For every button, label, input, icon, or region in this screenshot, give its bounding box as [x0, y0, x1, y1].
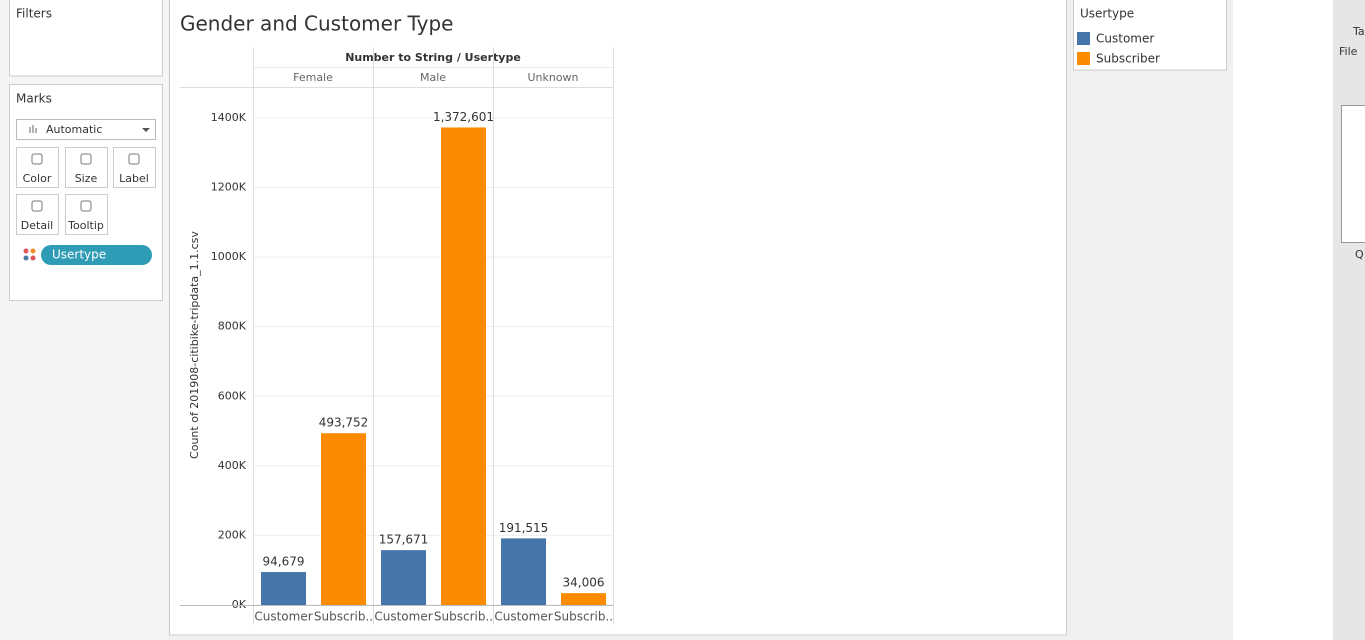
value-label: 493,752 [319, 416, 369, 430]
dropdown-arrow [142, 128, 150, 132]
legend-title: Usertype [1080, 7, 1134, 21]
pill-icon [23, 248, 29, 254]
value-label: 1,372,601 [433, 110, 494, 124]
chart-title: Gender and Customer Type [180, 12, 454, 36]
mark-type-dropdown[interactable] [16, 119, 156, 140]
value-label: 34,006 [563, 576, 605, 590]
filters-title: Filters [16, 7, 52, 21]
bar-icon [29, 125, 37, 133]
marks-card [9, 84, 163, 301]
value-label: 157,671 [379, 533, 429, 547]
button-icon [80, 200, 92, 212]
filters-card[interactable] [9, 0, 163, 77]
thumbnail [1341, 105, 1365, 243]
x-tick-label: Customer [374, 610, 432, 624]
y-tick-label: 1200K [211, 181, 247, 194]
other-window [1333, 0, 1365, 640]
facet-label: Male [420, 71, 446, 84]
y-tick-label: 400K [218, 459, 247, 472]
x-tick-label: Subscrib.. [314, 610, 373, 624]
y-tick-label: 800K [218, 320, 247, 333]
mark-button-label: Size [75, 172, 98, 185]
other-window-label: Q [1355, 248, 1364, 261]
gap [1233, 0, 1333, 640]
pill-icon [23, 255, 29, 261]
legend-label: Customer [1096, 32, 1154, 46]
bar [381, 550, 426, 605]
x-tick-label: Customer [494, 610, 552, 624]
facet-title: Number to String / Usertype [345, 51, 521, 64]
other-window-title: Ta [1352, 25, 1365, 38]
other-window-menu: File [1339, 45, 1358, 58]
bar [441, 127, 486, 605]
bar [501, 538, 546, 605]
x-tick-label: Customer [254, 610, 312, 624]
pill-icon [30, 248, 36, 254]
x-tick-label: Subscrib.. [434, 610, 493, 624]
x-tick-label: Subscrib.. [554, 610, 613, 624]
bar [261, 572, 306, 605]
mark-button-label: Color [23, 172, 52, 185]
value-label: 94,679 [263, 555, 305, 569]
legend-swatch[interactable] [1077, 32, 1090, 45]
pill-label: Usertype [52, 248, 106, 262]
button-icon [128, 153, 140, 165]
pill-icon [30, 255, 36, 261]
mark-button-label: Detail [21, 219, 53, 232]
button-icon [31, 200, 43, 212]
legend-label: Subscriber [1096, 52, 1160, 66]
mark-button-label: Tooltip [67, 219, 104, 232]
facet-label: Female [293, 71, 333, 84]
button-icon [80, 153, 92, 165]
legend-card [1073, 0, 1227, 71]
mark-button[interactable] [16, 147, 59, 188]
facet-label: Unknown [527, 71, 578, 84]
bar [321, 433, 366, 605]
legend-swatch[interactable] [1077, 52, 1090, 65]
usertype-pill[interactable] [41, 245, 152, 265]
y-tick-label: 1400K [211, 111, 247, 124]
button-icon [31, 153, 43, 165]
value-label: 191,515 [499, 521, 549, 535]
sheet [169, 0, 1067, 636]
marks-title: Marks [16, 92, 52, 106]
y-tick-label: 1000K [211, 250, 247, 263]
y-axis-title: Count of 201908-citibike-tripdata_1.1.cs… [188, 231, 201, 459]
y-tick-label: 0K [232, 598, 247, 611]
mark-type: Automatic [46, 123, 102, 136]
mark-button-label: Label [119, 172, 149, 185]
y-tick-label: 200K [218, 528, 247, 541]
y-tick-label: 600K [218, 389, 247, 402]
bar [561, 593, 606, 605]
